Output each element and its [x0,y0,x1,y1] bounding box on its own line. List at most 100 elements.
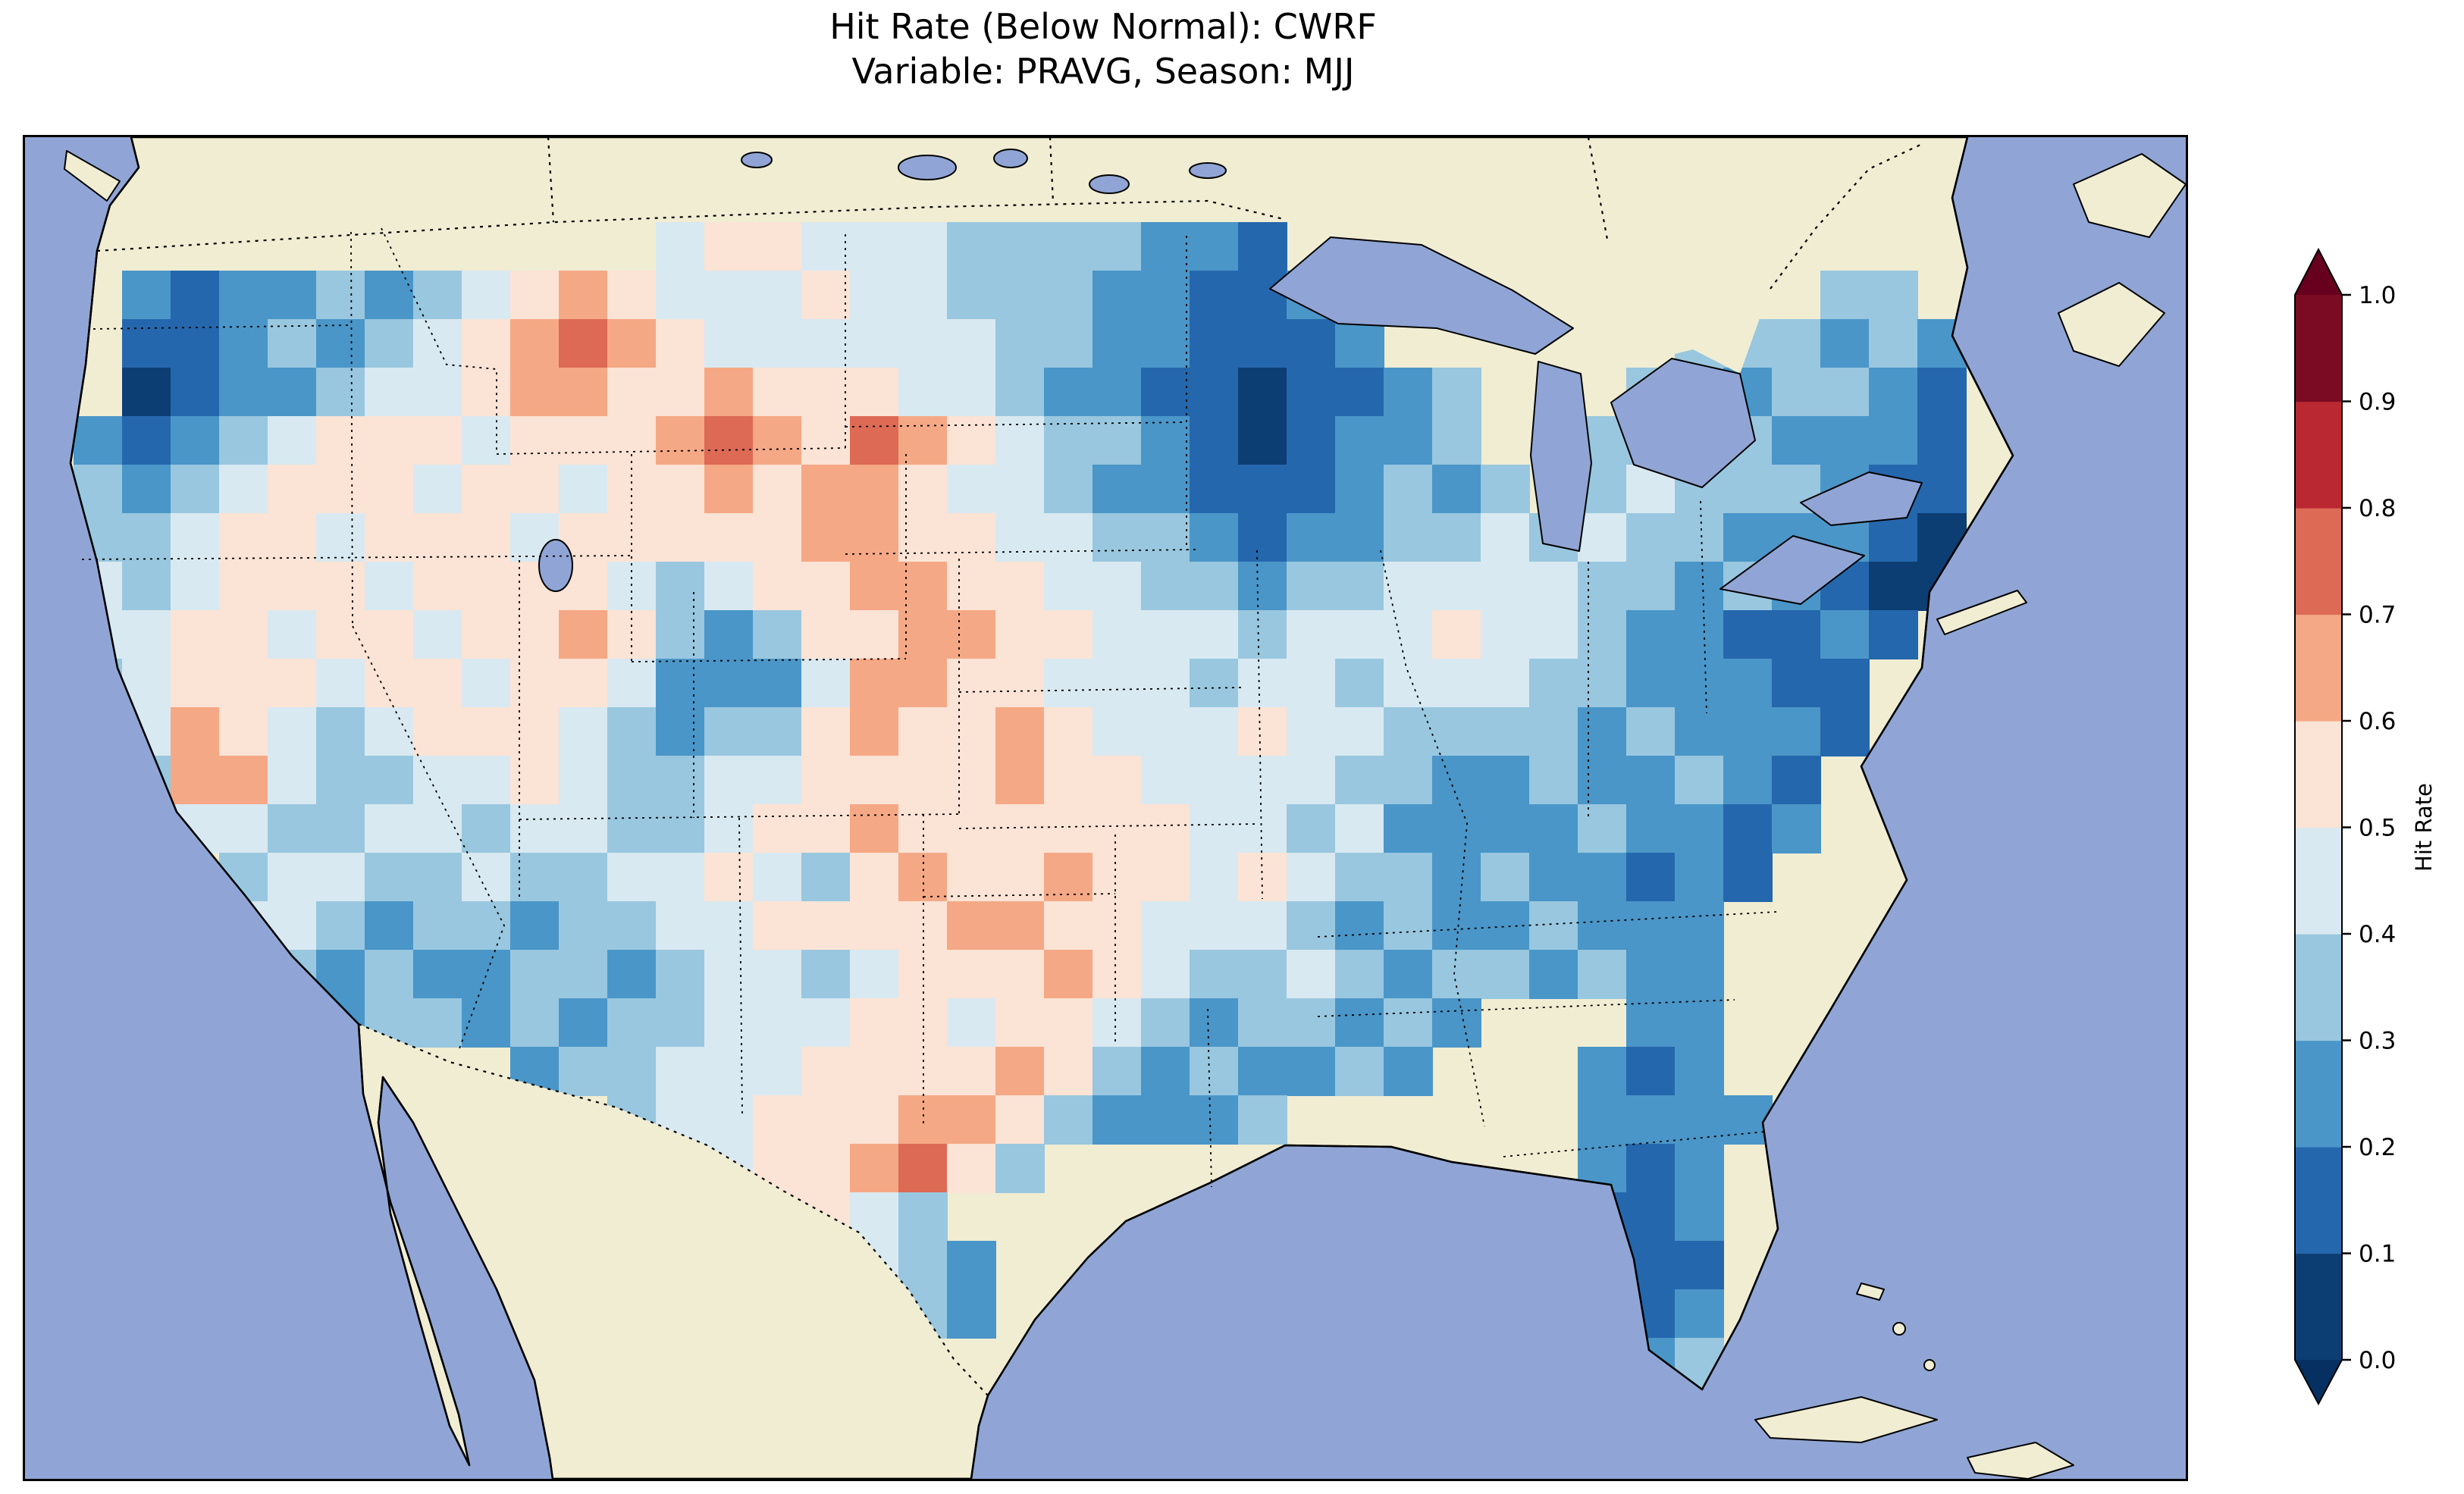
heatmap-cell [995,1047,1045,1096]
heatmap-cell [898,901,948,951]
state-border [1503,1131,1766,1157]
heatmap-cell [1238,513,1287,562]
heatmap-cell [753,1047,802,1096]
heatmap-cell [850,659,899,708]
colorbar-band [2295,1147,2342,1254]
heatmap-cell [801,368,851,417]
heatmap-cell [898,1241,948,1290]
heatmap-cell [995,222,1045,271]
heatmap-cell [1190,707,1239,756]
heatmap-cell [801,901,851,951]
heatmap-cell [1287,513,1336,562]
state-border [1380,550,1485,1127]
lake-erie [1719,535,1865,605]
heatmap-cell [559,901,608,951]
state-border [350,231,353,627]
heatmap-cell [1287,1047,1336,1096]
heatmap-cell [1092,222,1142,271]
heatmap-cell [1820,368,1870,417]
heatmap-cell [510,804,560,853]
heatmap-cell [898,271,948,320]
heatmap-cell [1529,901,1578,951]
heatmap-cell [1772,659,1821,708]
heatmap-cell [462,416,511,465]
heatmap-cell [1238,1095,1287,1145]
heatmap-cell [607,901,657,951]
heatmap-cell [1141,222,1190,271]
heatmap-cell [801,1095,851,1145]
heatmap-cell [1820,319,1870,368]
heatmap-cell [850,513,899,562]
lake-michigan [1530,361,1592,552]
heatmap-cell [1869,271,1918,320]
heatmap-cell [1335,707,1384,756]
heatmap-cell [1432,707,1481,756]
heatmap-cell [1772,416,1821,465]
heatmap-cell [656,804,705,853]
heatmap-cell [1578,513,1627,562]
heatmap-cell [801,222,851,271]
heatmap-cell [995,950,1045,999]
heatmap-cell [704,416,754,465]
heatmap-cell [1723,659,1773,708]
heatmap-cell [1044,610,1093,659]
heatmap-cell [365,416,414,465]
heatmap-cell [1190,950,1239,999]
heatmap-cell [607,950,657,999]
heatmap-cell [559,998,608,1048]
heatmap-cell [1238,998,1287,1048]
state-border [958,823,1258,829]
heatmap-cell [1044,1095,1093,1145]
heatmap-cell [1238,271,1287,320]
heatmap-cell [1820,659,1870,708]
colorbar-band [2295,827,2342,935]
heatmap-cell [801,465,851,514]
heatmap-cell [1432,610,1481,659]
colorbar-panel: 1.0 0.9 0.8 0.7 0.6 0.5 0.4 0.3 0.2 0.1 0.0 Hit Rat… [2271,246,2460,1417]
heatmap-cell [1190,610,1239,659]
heatmap-cell [995,465,1045,514]
heatmap-cell [850,707,899,756]
heatmap-cell [219,465,268,514]
heatmap-cell [462,465,511,514]
heatmap-cell [1287,562,1336,611]
heatmap-cell [462,853,511,902]
heatmap-cell [1141,950,1190,999]
heatmap-cell [995,1095,1045,1145]
heatmap-cell [1335,513,1384,562]
heatmap-cell [1481,756,1530,805]
heatmap-cell [1190,368,1239,417]
heatmap-cell [1772,756,1821,805]
heatmap-cell [1626,950,1676,999]
state-border [381,227,497,454]
heatmap-cell [413,950,462,999]
colorbar-tick-label: 0.6 [2359,708,2396,735]
heatmap-cell [1869,368,1918,417]
heatmap-cell [365,901,414,951]
heatmap-cell [316,319,365,368]
colorbar-tick-label: 0.3 [2359,1028,2396,1055]
heatmap-cell [559,465,608,514]
heatmap-cell [1238,319,1287,368]
heatmap-cell [1675,853,1724,902]
heatmap-cell [268,853,317,902]
heatmap-cell [510,756,560,805]
heatmap-cell [365,756,414,805]
heatmap-cell [1384,1047,1433,1096]
heatmap-cell [1092,998,1142,1048]
heatmap-cell [316,513,365,562]
heatmap-cell [1044,271,1093,320]
heatmap-cell [219,756,268,805]
heatmap-cell [1384,562,1433,611]
heatmap-cell [1190,271,1239,320]
heatmap-cell [753,853,802,902]
heatmap-cell [995,610,1045,659]
heatmap-cell [1432,756,1481,805]
heatmap-cell [1626,756,1676,805]
heatmap-cell [171,562,220,611]
heatmap-cell [850,222,899,271]
heatmap-cell [1481,707,1530,756]
canadian-lake [1089,174,1130,194]
heatmap-cell [171,513,220,562]
heatmap-cell [704,659,754,708]
